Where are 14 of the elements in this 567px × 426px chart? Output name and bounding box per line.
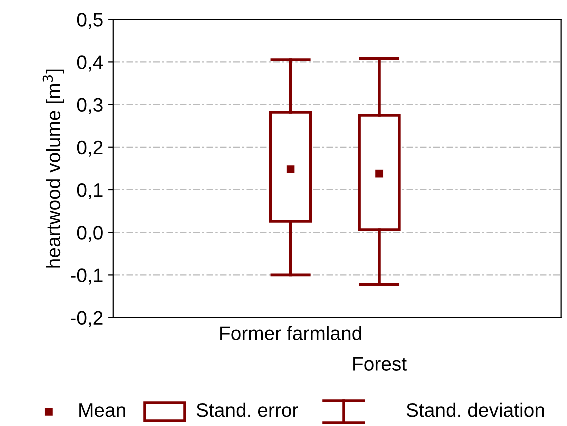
text: Stand. deviation	[406, 402, 544, 418]
y-tick-label: 0,2	[77, 140, 103, 157]
y-axis-title: heartwood volume [m$^{3}$]	[42, 70, 64, 268]
x-tick-label: Forest	[354, 357, 407, 371]
x-tick-label: Former farmland	[220, 326, 362, 340]
y-tick-label: 0,5	[77, 13, 103, 30]
text: Mean	[80, 404, 126, 418]
y-tick-label: 0,4	[77, 56, 104, 72]
y-tick-label: 0,1	[77, 183, 103, 200]
y-tick-label: 0,0	[77, 226, 103, 242]
y-tick-label: -0,2	[71, 311, 103, 328]
text: Stand. error	[196, 402, 298, 418]
y-tick-label: 0,3	[77, 98, 103, 114]
y-tick-label: -0,1	[71, 268, 103, 285]
